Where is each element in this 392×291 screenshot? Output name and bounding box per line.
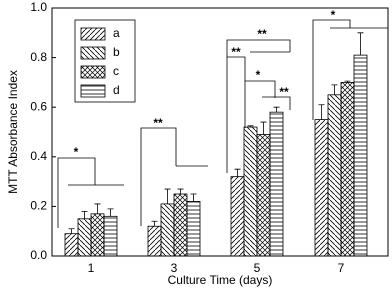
error-bar: [357, 32, 364, 56]
error-bar: [151, 220, 158, 227]
significance-bracket: [140, 127, 208, 226]
significance-label: *: [74, 145, 79, 159]
x-tick-label: 1: [88, 261, 95, 275]
legend-swatch: [80, 27, 106, 41]
bar: [64, 233, 79, 257]
error-bar: [247, 125, 254, 128]
significance-label: **: [231, 45, 241, 59]
y-axis-title: MTT Absorbance Index: [6, 70, 20, 194]
significance-label: *: [256, 68, 261, 82]
bar: [147, 225, 162, 257]
x-tick-label: 7: [338, 261, 345, 275]
legend-label: a: [113, 26, 120, 40]
y-tick-label: 1.0: [30, 0, 47, 14]
x-tick-label: 3: [171, 261, 178, 275]
error-bar: [81, 210, 88, 219]
y-tick-label: 0.6: [30, 99, 47, 113]
legend-label: b: [113, 45, 120, 59]
significance-label: *: [331, 8, 336, 22]
error-bar: [68, 228, 75, 234]
bar: [90, 213, 105, 257]
bar: [353, 54, 368, 257]
y-tick-label: 0.4: [30, 149, 47, 163]
legend-label: d: [113, 83, 120, 97]
error-bar: [190, 193, 197, 202]
y-tick-label: 0.8: [30, 50, 47, 64]
x-tick-label: 5: [254, 261, 261, 275]
bar: [160, 203, 175, 257]
significance-bracket: [312, 19, 388, 120]
legend-label: c: [113, 64, 119, 78]
error-bar: [318, 104, 325, 120]
significance-label: **: [257, 27, 267, 41]
error-bar: [164, 188, 171, 204]
error-bar: [344, 80, 351, 83]
bar: [314, 119, 329, 257]
error-bar: [260, 121, 267, 135]
error-bar: [107, 208, 114, 217]
y-tick-label: 0.2: [30, 199, 47, 213]
significance-label: **: [279, 85, 289, 99]
bar: [103, 215, 118, 257]
significance-label: **: [153, 116, 163, 130]
bar: [256, 134, 271, 257]
error-bar: [331, 84, 338, 95]
error-bar: [177, 188, 184, 194]
significance-bracket: [226, 39, 291, 173]
bar: [269, 111, 284, 257]
bar: [173, 193, 188, 257]
bar: [77, 218, 92, 257]
error-bar: [273, 106, 280, 113]
plot-frame: [51, 7, 389, 257]
error-bar: [94, 203, 101, 214]
significance-bracket: [245, 80, 276, 98]
legend-swatch: [80, 84, 106, 98]
bar: [327, 94, 342, 257]
bar: [186, 201, 201, 257]
significance-bracket: [57, 157, 124, 228]
bar: [230, 176, 245, 257]
error-bar: [234, 168, 241, 177]
y-tick-label: 0.0: [30, 248, 47, 262]
x-axis-title: Culture Time (days): [168, 273, 273, 287]
legend-swatch: [80, 65, 106, 79]
legend-swatch: [80, 46, 106, 60]
bar: [340, 82, 355, 257]
significance-bracket: [262, 96, 291, 110]
significance-bracket: [227, 56, 246, 128]
bar: [243, 126, 258, 257]
